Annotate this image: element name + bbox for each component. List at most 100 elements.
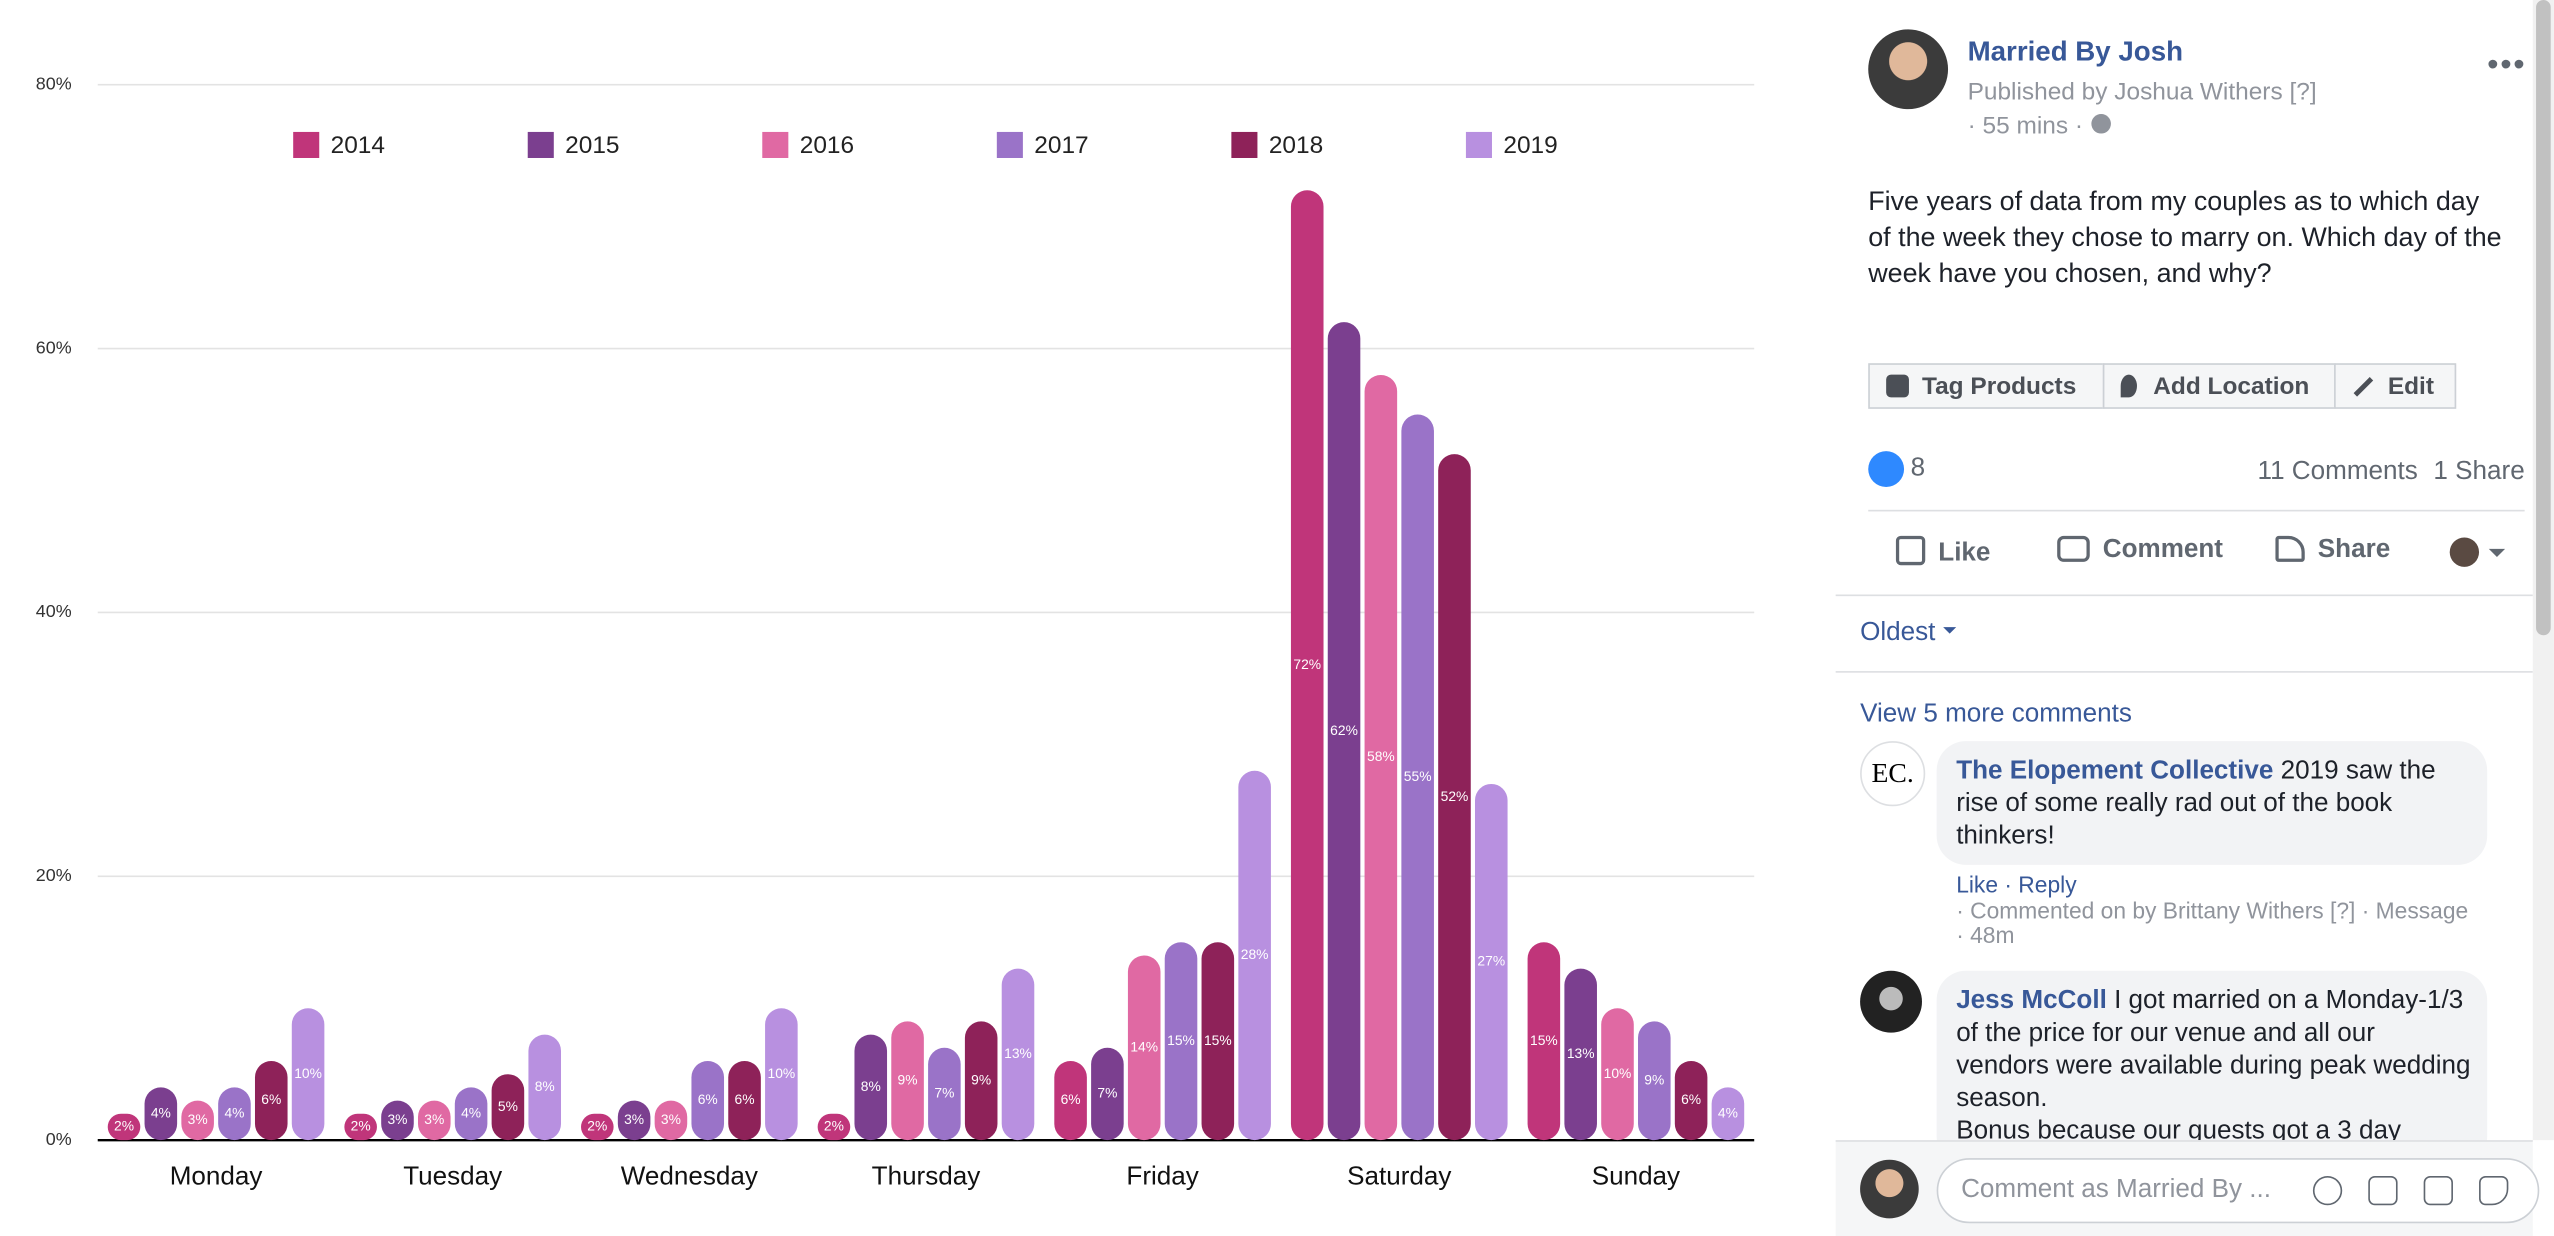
bar xyxy=(1438,454,1471,1141)
divider xyxy=(1835,671,2533,673)
bar xyxy=(1638,1021,1671,1141)
comment-author[interactable]: Jess McColl xyxy=(1956,987,2107,1015)
bar xyxy=(1474,783,1508,1141)
value-label: 8% xyxy=(861,1078,881,1094)
input-icons xyxy=(2312,1175,2509,1206)
emoji-button[interactable] xyxy=(2312,1175,2343,1206)
legend-label: 2019 xyxy=(1503,132,1557,159)
y-tick-label: 60% xyxy=(36,337,72,357)
comment-input[interactable] xyxy=(1936,1158,2540,1224)
y-tick-label: 0% xyxy=(46,1129,72,1149)
sort-selector[interactable]: Oldest xyxy=(1860,619,1956,648)
comment-author[interactable]: The Elopement Collective xyxy=(1956,757,2274,786)
value-label: 27% xyxy=(1477,953,1505,969)
edit-button[interactable]: Edit xyxy=(2334,363,2457,409)
author[interactable]: Married By Josh xyxy=(1967,35,2184,67)
bar xyxy=(1290,190,1324,1141)
value-label: 15% xyxy=(1167,1032,1195,1048)
avatar[interactable] xyxy=(1868,29,1949,110)
comments-count[interactable]: 11 Comments xyxy=(2257,457,2418,486)
value-label: 15% xyxy=(1204,1032,1232,1048)
value-label: 10% xyxy=(1604,1065,1632,1081)
comment-text: Jess McColl I got married on a Monday-1/… xyxy=(1956,985,2474,1140)
value-label: 10% xyxy=(768,1065,796,1081)
bar xyxy=(181,1100,214,1141)
value-label: 3% xyxy=(188,1111,208,1127)
bar xyxy=(1711,1087,1745,1141)
dropdown-caret xyxy=(2488,548,2506,565)
photo-button[interactable] xyxy=(2368,1175,2398,1206)
bar xyxy=(291,1008,325,1141)
legend-swatch xyxy=(996,131,1023,158)
bar xyxy=(654,1100,688,1141)
value-label: 4% xyxy=(224,1104,244,1120)
comment-action[interactable]: Comment xyxy=(2057,535,2223,565)
value-label: 58% xyxy=(1367,748,1395,764)
y-tick-label: 20% xyxy=(36,865,72,885)
like-action[interactable]: Like xyxy=(1895,535,1991,569)
value-label: 9% xyxy=(898,1071,918,1087)
shares-count[interactable]: 1 Share xyxy=(2433,457,2525,486)
comment-actions: Like · Reply xyxy=(1956,871,2077,898)
bar xyxy=(1164,942,1198,1141)
value-label: 3% xyxy=(387,1111,407,1127)
bar xyxy=(691,1061,725,1141)
bar xyxy=(1001,968,1035,1141)
commenter-avatar[interactable]: EC. xyxy=(1860,741,1926,807)
more-menu[interactable]: ••• xyxy=(2487,47,2527,84)
bar xyxy=(765,1008,798,1141)
button-label: Edit xyxy=(2387,372,2434,400)
value-label: 28% xyxy=(1241,946,1269,962)
value-label: 14% xyxy=(1130,1038,1158,1054)
action-label: Like xyxy=(1938,539,1991,567)
globe-icon xyxy=(2091,114,2111,134)
comment-body: Bonus because our guests got a 3 day xyxy=(1956,1117,2401,1141)
legend-swatch xyxy=(527,131,554,158)
comment-placeholder: Comment as Married By ... xyxy=(1961,1175,2272,1204)
legend-label: 2017 xyxy=(1034,132,1088,159)
bar xyxy=(1201,942,1235,1141)
value-label: 2% xyxy=(114,1118,134,1134)
value-label: 55% xyxy=(1404,768,1432,784)
comment-time: · 48m xyxy=(1956,921,2015,948)
bar xyxy=(381,1100,414,1141)
action-label: Comment xyxy=(2102,535,2223,564)
legend-label: 2016 xyxy=(800,132,854,159)
value-label: 13% xyxy=(1567,1045,1595,1061)
legend-swatch xyxy=(762,131,789,158)
bar xyxy=(1238,770,1271,1141)
commenter-avatar[interactable] xyxy=(1860,970,1922,1033)
value-label: 52% xyxy=(1441,788,1469,804)
divider xyxy=(1868,509,2525,512)
page-selector[interactable] xyxy=(2449,537,2480,567)
share-action[interactable]: Share xyxy=(2275,535,2390,565)
tag-products-button[interactable]: Tag Products xyxy=(1868,363,2105,409)
bar xyxy=(964,1021,998,1141)
like-link[interactable]: Like xyxy=(1956,871,1999,898)
view-more-comments[interactable]: View 5 more comments xyxy=(1860,700,2132,729)
publisher[interactable]: Published by Joshua Withers [?] xyxy=(1967,78,2317,106)
comment-body: 2019 saw the rise of some really rad out… xyxy=(1956,757,2436,851)
x-tick-label: Saturday xyxy=(1347,1161,1451,1191)
sticker-button[interactable] xyxy=(2479,1175,2509,1206)
bar xyxy=(1601,1008,1634,1141)
sort-label: Oldest xyxy=(1860,618,1936,647)
bar xyxy=(107,1113,141,1141)
bar xyxy=(254,1061,288,1141)
bar xyxy=(891,1021,924,1141)
legend-label: 2014 xyxy=(331,132,385,159)
bar xyxy=(928,1047,961,1141)
x-tick-label: Tuesday xyxy=(403,1161,502,1191)
reply-link[interactable]: Reply xyxy=(2018,871,2077,898)
chart: 0% 20% 40% 60% 80% 2014 2015 2016 2017 2018 2019 Mo… xyxy=(36,73,1755,1191)
like-count[interactable]: 8 xyxy=(1910,454,1926,483)
bar xyxy=(1327,322,1361,1141)
gif-button[interactable] xyxy=(2423,1175,2453,1206)
value-label: 4% xyxy=(1718,1104,1738,1120)
bar xyxy=(528,1034,562,1141)
scrollbar-thumb[interactable] xyxy=(2536,0,2551,636)
x-tick-label: Wednesday xyxy=(621,1161,758,1191)
add-location-button[interactable]: Add Location xyxy=(2102,363,2336,409)
post-time[interactable]: · 55 mins · xyxy=(1967,112,2084,141)
